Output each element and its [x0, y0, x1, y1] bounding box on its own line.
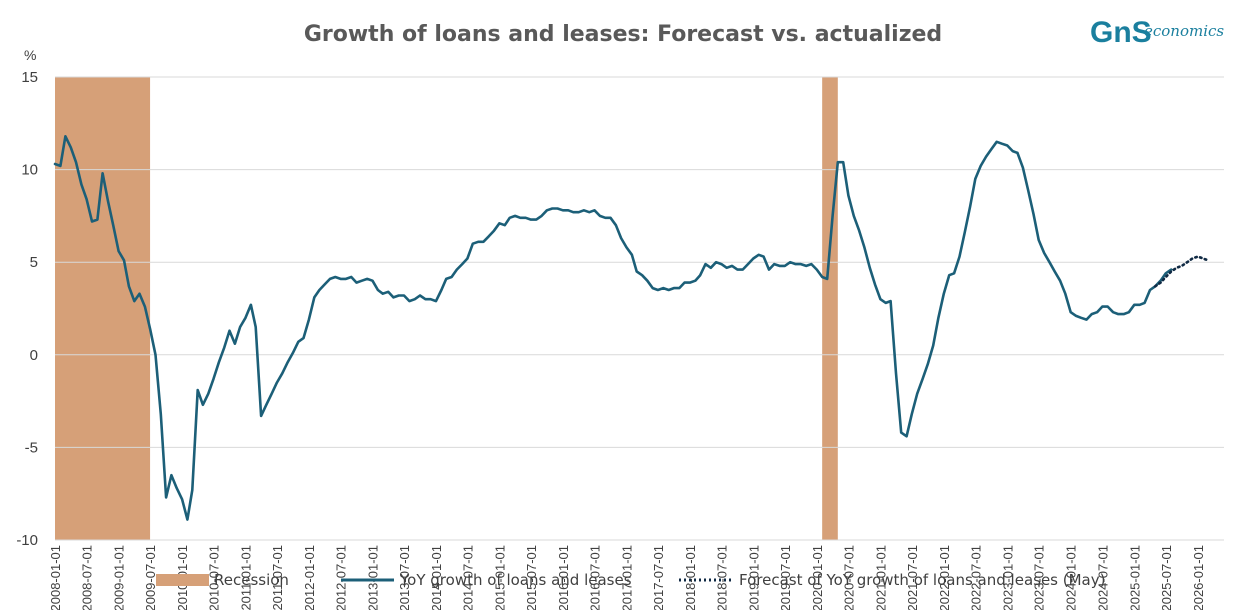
- logo: GnS economics: [1090, 16, 1224, 49]
- x-tick-label: 2021-01-01: [873, 545, 888, 610]
- x-tick-label: 2011-07-01: [270, 545, 285, 610]
- series-lines: [53, 135, 1210, 521]
- x-tick-label: 2012-07-01: [334, 545, 349, 610]
- x-tick-label: 2022-07-01: [968, 545, 983, 610]
- y-tick-label: 5: [30, 254, 38, 271]
- y-axis-label: %: [24, 47, 36, 63]
- legend-recession-label: Recession: [214, 571, 289, 589]
- forecast-line: [1153, 255, 1210, 288]
- x-tick-label: 2023-01-01: [1000, 545, 1015, 610]
- x-tick-label: 2016-01-01: [556, 545, 571, 610]
- x-tick-label: 2013-07-01: [397, 545, 412, 610]
- x-tick-label: 2020-01-01: [810, 545, 825, 610]
- gridlines: [55, 76, 1224, 541]
- recession-band: [55, 77, 151, 540]
- legend-series-label: YoY growth of loans and leases: [399, 571, 632, 589]
- x-tick-label: 2019-07-01: [778, 545, 793, 610]
- y-tick-label: -10: [16, 532, 38, 549]
- x-tick-label: 2024-01-01: [1064, 545, 1079, 610]
- x-tick-label: 2010-07-01: [207, 545, 222, 610]
- x-tick-label: 2019-01-01: [746, 545, 761, 610]
- x-tick-label: 2017-01-01: [619, 545, 634, 610]
- recession-bands: [55, 77, 838, 540]
- x-tick-label: 2015-01-01: [492, 545, 507, 610]
- x-tick-label: 2008-01-01: [48, 545, 63, 610]
- y-tick-label: 15: [21, 69, 38, 86]
- x-tick-label: 2009-01-01: [112, 545, 127, 610]
- x-tick-label: 2025-07-01: [1159, 545, 1174, 610]
- x-tick-label: 2020-07-01: [841, 545, 856, 610]
- recession-band: [822, 77, 838, 540]
- legend: Recession YoY growth of loans and leases…: [156, 571, 1105, 589]
- x-tick-label: 2012-01-01: [302, 545, 317, 610]
- y-tick-labels: 15 10 5 0 -5 -10: [16, 69, 38, 549]
- x-tick-label: 2021-07-01: [905, 545, 920, 610]
- x-tick-label: 2022-01-01: [937, 545, 952, 610]
- legend-recession-swatch: [156, 574, 209, 586]
- x-tick-label: 2024-07-01: [1095, 545, 1110, 610]
- x-tick-label: 2017-07-01: [651, 545, 666, 610]
- y-tick-label: 0: [30, 347, 38, 364]
- legend-forecast-label: Forecast of YoY growth of loans and leas…: [739, 571, 1105, 589]
- logo-text: economics: [1144, 22, 1224, 40]
- x-tick-label: 2015-07-01: [524, 545, 539, 610]
- x-tick-label: 2016-07-01: [587, 545, 602, 610]
- x-tick-label: 2018-01-01: [683, 545, 698, 610]
- x-tick-label: 2023-07-01: [1032, 545, 1047, 610]
- x-tick-label: 2026-01-01: [1191, 545, 1206, 610]
- x-tick-label: 2014-07-01: [460, 545, 475, 610]
- x-tick-label: 2014-01-01: [429, 545, 444, 610]
- x-tick-label: 2009-07-01: [143, 545, 158, 610]
- chart-title: Growth of loans and leases: Forecast vs.…: [304, 22, 942, 47]
- y-tick-label: 10: [21, 162, 38, 179]
- logo-mark: GnS: [1090, 16, 1152, 49]
- x-tick-label: 2008-07-01: [80, 545, 95, 610]
- x-tick-labels: 2008-01-01 2008-07-01 2009-01-01 2009-07-01…: [48, 545, 1206, 610]
- y-tick-label: -5: [25, 439, 38, 456]
- x-tick-label: 2011-01-01: [238, 545, 253, 610]
- series-line: [53, 135, 1173, 521]
- x-tick-label: 2025-01-01: [1127, 545, 1142, 610]
- x-tick-label: 2018-07-01: [714, 545, 729, 610]
- x-tick-label: 2013-01-01: [366, 545, 381, 610]
